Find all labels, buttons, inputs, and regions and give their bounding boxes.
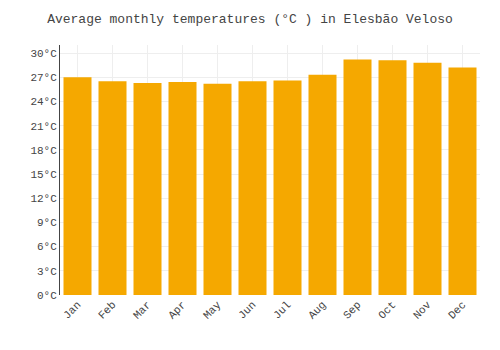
svg-text:9°C: 9°C: [37, 217, 57, 229]
svg-text:Jan: Jan: [61, 299, 83, 321]
svg-text:Dec: Dec: [446, 299, 468, 321]
svg-text:Jul: Jul: [271, 299, 293, 321]
svg-text:21°C: 21°C: [30, 121, 57, 133]
svg-text:3°C: 3°C: [37, 266, 57, 278]
svg-text:Nov: Nov: [411, 299, 434, 322]
svg-text:Apr: Apr: [166, 299, 188, 321]
svg-text:Mar: Mar: [131, 299, 153, 321]
svg-text:Feb: Feb: [96, 299, 118, 321]
svg-text:30°C: 30°C: [30, 48, 57, 60]
svg-text:15°C: 15°C: [30, 169, 57, 181]
svg-text:Jun: Jun: [236, 299, 258, 321]
svg-text:6°C: 6°C: [37, 241, 57, 253]
svg-text:12°C: 12°C: [30, 193, 57, 205]
svg-text:24°C: 24°C: [30, 96, 57, 108]
svg-text:Oct: Oct: [376, 299, 398, 321]
svg-text:Average monthly temperatures (: Average monthly temperatures (°C ) in El…: [47, 12, 453, 27]
svg-text:18°C: 18°C: [30, 145, 57, 157]
svg-text:May: May: [201, 299, 224, 322]
svg-text:Sep: Sep: [341, 299, 363, 321]
svg-text:0°C: 0°C: [37, 290, 57, 302]
svg-text:27°C: 27°C: [30, 72, 57, 84]
svg-text:Aug: Aug: [306, 299, 328, 321]
